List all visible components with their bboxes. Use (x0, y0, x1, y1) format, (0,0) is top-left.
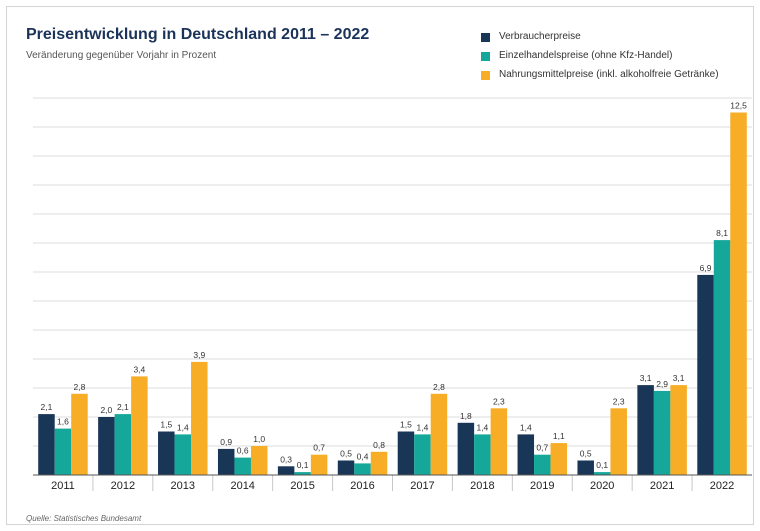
bar (550, 443, 568, 475)
bar (131, 376, 148, 475)
data-label: 2,3 (613, 396, 625, 406)
data-label: 0,3 (280, 454, 292, 464)
data-label: 2,3 (493, 396, 505, 406)
bar (38, 414, 55, 475)
bar (277, 466, 295, 475)
data-label: 2,8 (74, 382, 86, 392)
bar (534, 454, 551, 475)
x-tick-label: 2013 (171, 480, 195, 492)
data-label: 1,5 (160, 420, 172, 430)
x-tick-label: 2016 (350, 480, 374, 492)
bar (637, 385, 654, 475)
data-label: 1,6 (57, 417, 69, 427)
legend-swatch-nahrungsmittelpreise (481, 71, 490, 80)
data-label: 1,5 (400, 420, 412, 430)
data-label: 2,1 (41, 402, 53, 412)
x-tick-label: 2019 (530, 480, 554, 492)
bar (517, 434, 535, 475)
data-label: 2,8 (433, 382, 445, 392)
x-tick-label: 2018 (470, 480, 494, 492)
data-label: 3,1 (673, 373, 685, 383)
data-label: 2,1 (117, 402, 129, 412)
data-label: 0,9 (220, 437, 232, 447)
source-note: Quelle: Statistisches Bundesamt (26, 514, 142, 523)
legend-label-nahrungsmittelpreise: Nahrungsmittelpreise (inkl. alkoholfreie… (499, 69, 719, 80)
x-tick-label: 2020 (590, 480, 614, 492)
bar (397, 431, 415, 475)
data-label: 0,5 (340, 449, 352, 459)
bar (158, 431, 175, 475)
data-label: 0,7 (536, 443, 548, 453)
bar (490, 408, 508, 475)
bar (174, 434, 192, 475)
x-tick-label: 2015 (290, 480, 314, 492)
data-label: 2,0 (100, 405, 112, 415)
data-label: 1,4 (417, 422, 429, 432)
bar (474, 434, 491, 475)
bar (577, 460, 594, 475)
legend-label-einzelhandelspreise: Einzelhandelspreise (ohne Kfz-Handel) (499, 50, 673, 61)
bar (217, 448, 235, 475)
data-label: 12,5 (730, 101, 747, 111)
x-tick-label: 2011 (51, 480, 75, 492)
data-label: 1,4 (177, 422, 189, 432)
data-label: 8,1 (716, 228, 728, 238)
bar (354, 463, 371, 475)
bar (191, 361, 208, 475)
bar (98, 417, 115, 475)
data-label: 3,1 (640, 373, 652, 383)
bar (670, 385, 687, 475)
data-label: 1,4 (476, 422, 488, 432)
bar (457, 422, 475, 475)
bar (653, 390, 671, 475)
data-label: 1,4 (520, 422, 532, 432)
bar (414, 434, 431, 475)
data-label: 0,7 (313, 443, 325, 453)
bar (250, 446, 268, 475)
bar (71, 393, 88, 475)
chart-title: Preisentwicklung in Deutschland 2011 – 2… (26, 26, 370, 43)
bar (294, 472, 311, 475)
bar (610, 408, 627, 475)
bar (337, 460, 355, 475)
bar (713, 240, 731, 475)
bar (593, 472, 611, 475)
x-tick-label: 2012 (111, 480, 135, 492)
data-label: 2,9 (656, 379, 668, 389)
bar (430, 393, 448, 475)
data-label: 1,1 (553, 431, 565, 441)
bar (370, 451, 388, 475)
data-label: 3,4 (133, 364, 145, 374)
bar (310, 454, 328, 475)
data-label: 3,9 (193, 350, 205, 360)
bar (54, 428, 72, 475)
bar (697, 274, 714, 475)
data-label: 0,4 (357, 451, 369, 461)
x-tick-label: 2021 (650, 480, 674, 492)
x-tick-label: 2017 (410, 480, 434, 492)
data-label: 1,0 (253, 434, 265, 444)
legend-swatch-einzelhandelspreise (481, 52, 490, 61)
x-tick-label: 2014 (230, 480, 254, 492)
legend-swatch-verbraucherpreise (481, 33, 490, 42)
data-label: 0,1 (297, 460, 309, 470)
chart-subtitle: Veränderung gegenüber Vorjahr in Prozent (26, 50, 217, 61)
x-tick-label: 2022 (710, 480, 734, 492)
legend-label-verbraucherpreise: Verbraucherpreise (499, 31, 581, 42)
data-label: 1,8 (460, 411, 472, 421)
bar (730, 112, 747, 475)
data-label: 0,5 (580, 449, 592, 459)
bar (114, 414, 132, 475)
data-label: 0,1 (596, 460, 608, 470)
data-label: 0,6 (237, 446, 249, 456)
bar (234, 457, 251, 475)
data-label: 6,9 (700, 263, 712, 273)
data-label: 0,8 (373, 440, 385, 450)
